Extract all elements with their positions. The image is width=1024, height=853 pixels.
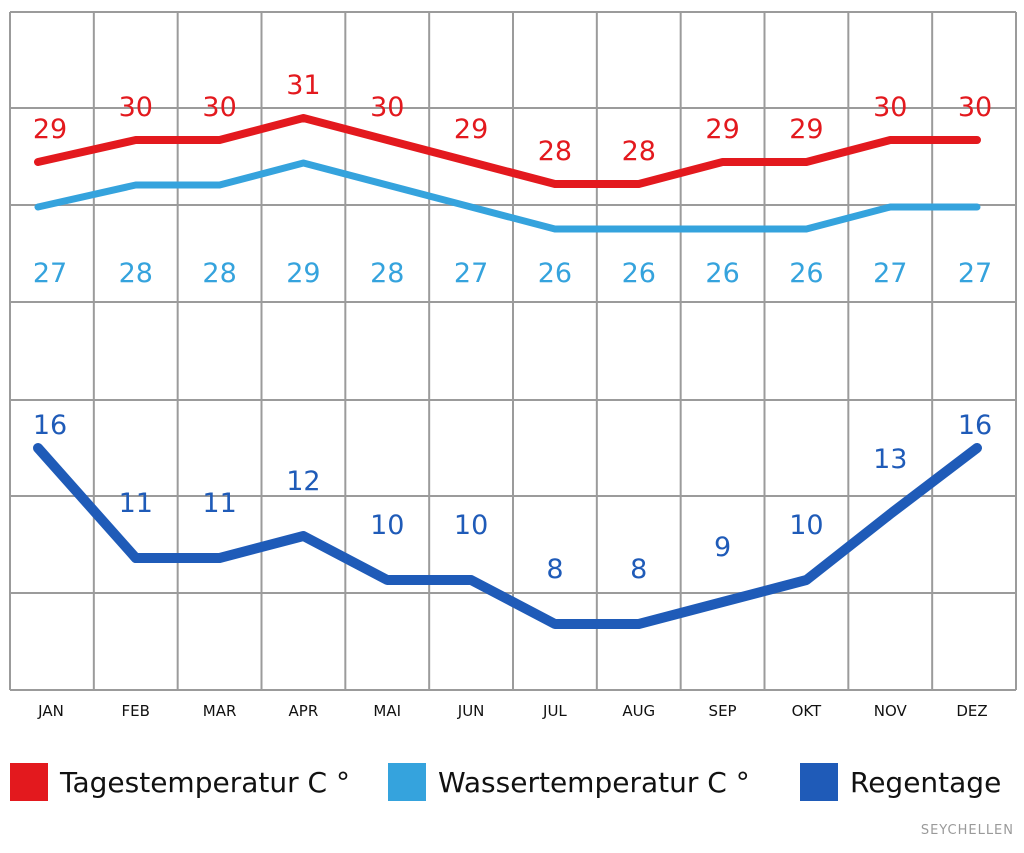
- value-label-wassertemperatur: 28: [119, 258, 153, 289]
- value-label-wassertemperatur: 28: [202, 258, 236, 289]
- legend-label-wassertemperatur: Wassertemperatur C °: [438, 765, 750, 799]
- legend-item-tagestemperatur: Tagestemperatur C °: [10, 762, 350, 802]
- x-tick-label: SEP: [709, 702, 737, 720]
- value-label-wassertemperatur: 27: [958, 258, 992, 289]
- legend-swatch-regentage: [800, 763, 838, 801]
- x-tick-label: JUN: [457, 702, 485, 720]
- value-label-tagestemperatur: 30: [873, 92, 907, 123]
- value-label-regentage: 11: [119, 488, 153, 519]
- chart-grid: [9, 11, 1017, 691]
- x-tick-label: MAI: [373, 702, 401, 720]
- legend-swatch-wassertemperatur: [388, 763, 426, 801]
- value-label-tagestemperatur: 31: [286, 70, 320, 101]
- watermark: SEYCHELLEN: [920, 823, 1014, 838]
- series-line-regentage: [33, 443, 982, 629]
- value-label-regentage: 12: [286, 466, 320, 497]
- value-label-regentage: 10: [789, 510, 823, 541]
- value-label-regentage: 10: [370, 510, 404, 541]
- value-label-wassertemperatur: 27: [873, 258, 907, 289]
- series-line-tagestemperatur: [34, 114, 981, 188]
- x-tick-label: MAR: [203, 702, 237, 720]
- x-tick-label: JAN: [37, 702, 64, 720]
- x-tick-label: AUG: [622, 702, 655, 720]
- value-label-tagestemperatur: 29: [33, 114, 67, 145]
- x-tick-label: APR: [289, 702, 319, 720]
- value-label-wassertemperatur: 26: [622, 258, 656, 289]
- value-label-tagestemperatur: 28: [622, 136, 656, 167]
- value-label-regentage: 16: [958, 410, 992, 441]
- value-label-tagestemperatur: 28: [538, 136, 572, 167]
- value-label-regentage: 10: [454, 510, 488, 541]
- x-tick-label: OKT: [792, 702, 822, 720]
- legend-item-wassertemperatur: Wassertemperatur C °: [388, 762, 750, 802]
- x-tick-label: FEB: [122, 702, 150, 720]
- value-label-tagestemperatur: 29: [789, 114, 823, 145]
- value-label-tagestemperatur: 30: [370, 92, 404, 123]
- value-label-wassertemperatur: 28: [370, 258, 404, 289]
- value-label-wassertemperatur: 27: [33, 258, 67, 289]
- value-label-tagestemperatur: 30: [958, 92, 992, 123]
- x-tick-label: JUL: [542, 702, 567, 720]
- value-label-regentage: 9: [714, 532, 731, 563]
- value-labels: 29 30 30 31 30 29 28 28 29 29 30 30 27 28 28 29 28 27 26 26…: [33, 70, 992, 585]
- series-lines: [33, 114, 982, 629]
- legend-swatch-tagestemperatur: [10, 763, 48, 801]
- value-label-regentage: 11: [202, 488, 236, 519]
- value-label-wassertemperatur: 27: [454, 258, 488, 289]
- value-label-wassertemperatur: 26: [705, 258, 739, 289]
- value-label-regentage: 13: [873, 444, 907, 475]
- value-label-tagestemperatur: 29: [705, 114, 739, 145]
- value-label-tagestemperatur: 29: [454, 114, 488, 145]
- value-label-regentage: 16: [33, 410, 67, 441]
- legend: Tagestemperatur C ° Wassertemperatur C °…: [0, 762, 1024, 802]
- series-line-wassertemperatur: [34, 159, 981, 233]
- value-label-tagestemperatur: 30: [202, 92, 236, 123]
- legend-label-tagestemperatur: Tagestemperatur C °: [60, 765, 350, 799]
- x-tick-label: DEZ: [956, 702, 987, 720]
- value-label-tagestemperatur: 30: [119, 92, 153, 123]
- value-label-regentage: 8: [630, 554, 647, 585]
- legend-label-regentage: Regentage: [850, 765, 1002, 799]
- value-label-wassertemperatur: 26: [538, 258, 572, 289]
- x-tick-label: NOV: [874, 702, 908, 720]
- value-label-regentage: 8: [546, 554, 563, 585]
- x-axis: JAN FEB MAR APR MAI JUN JUL AUG SEP OKT NOV DEZ: [37, 702, 987, 720]
- legend-item-regentage: Regentage: [800, 762, 1001, 802]
- value-label-wassertemperatur: 29: [286, 258, 320, 289]
- value-label-wassertemperatur: 26: [789, 258, 823, 289]
